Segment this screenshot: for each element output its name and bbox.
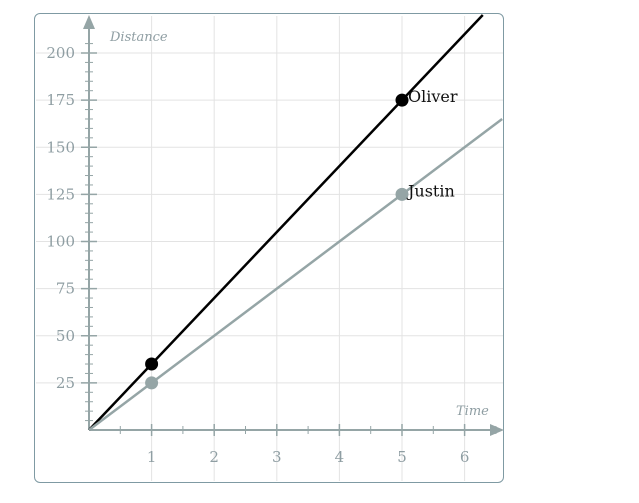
data-point-justin	[145, 376, 159, 390]
axes	[83, 15, 504, 436]
y-axis-arrow	[83, 15, 95, 29]
series-label-oliver: Oliver	[408, 87, 458, 106]
x-tick-label: 1	[147, 448, 157, 466]
x-axis-arrow	[490, 424, 504, 436]
data-point-justin	[395, 187, 409, 201]
x-tick-label: 5	[397, 448, 407, 466]
x-tick-label: 3	[272, 448, 282, 466]
y-tick-label: 150	[46, 138, 75, 156]
series: Oliver Justin	[88, 14, 503, 431]
x-axis-title: Time	[456, 404, 489, 419]
series-label-justin: Justin	[406, 181, 455, 200]
y-tick-label: 75	[56, 280, 75, 298]
y-tick-label: 200	[46, 44, 75, 62]
y-tick-label: 175	[46, 91, 75, 109]
y-tick-label: 50	[56, 327, 75, 345]
y-tick-label: 100	[46, 233, 75, 251]
series-line-justin	[88, 117, 503, 431]
x-tick-label: 4	[335, 448, 345, 466]
y-axis-title: Distance	[109, 30, 168, 45]
y-tick-label: 25	[56, 374, 75, 392]
y-tick-label: 125	[46, 185, 75, 203]
y-tick-labels: 25 50 75 100 125 150 175 200	[46, 44, 75, 392]
data-point-oliver	[145, 357, 159, 371]
x-tick-label: 2	[209, 448, 219, 466]
data-point-oliver	[395, 93, 409, 107]
x-tick-labels: 1 2 3 4 5 6	[147, 448, 470, 466]
x-tick-label: 6	[460, 448, 470, 466]
